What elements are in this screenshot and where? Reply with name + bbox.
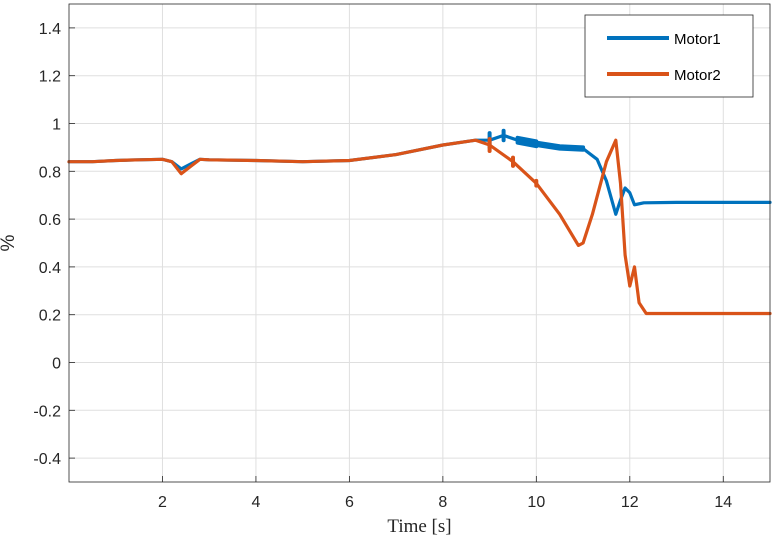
motor1-oscillation-band — [515, 135, 539, 149]
y-tick-label: 0.4 — [39, 260, 61, 277]
x-axis-label: Time [s] — [387, 516, 451, 537]
x-tick-label: 10 — [527, 494, 545, 511]
legend-box — [584, 14, 754, 98]
y-tick-label: 0.6 — [39, 212, 61, 229]
y-tick-label: 1 — [52, 117, 61, 134]
x-tick-label: 6 — [345, 494, 354, 511]
x-tick-label: 2 — [158, 494, 167, 511]
motor1-line — [67, 133, 772, 216]
y-tick-label: 0.8 — [39, 164, 61, 181]
y-tick-label: 0 — [52, 356, 61, 373]
legend-label-motor2: Motor2 — [674, 67, 721, 84]
y-tick-label: 1.4 — [39, 21, 61, 38]
y-axis-label: % — [0, 234, 19, 251]
y-tick-label: 0.2 — [39, 308, 61, 325]
motor1-oscillation-band — [534, 140, 586, 152]
series-layer — [67, 128, 772, 316]
plot-area-border — [68, 3, 771, 483]
x-tick-label: 4 — [251, 494, 260, 511]
y-tick-label: 1.2 — [39, 69, 61, 86]
motor2-line — [67, 138, 772, 316]
x-tick-label: 12 — [621, 494, 639, 511]
y-tick-label: -0.4 — [33, 451, 61, 468]
y-tick-label: -0.2 — [33, 403, 61, 420]
x-axis-ticks: 2 4 6 8 10 12 14 — [158, 476, 732, 511]
x-tick-label: 8 — [438, 494, 447, 511]
y-axis-ticks: -0.4 -0.2 0 0.2 0.4 0.6 0.8 1 1.2 1.4 — [33, 21, 75, 468]
legend: Motor1 Motor2 — [584, 14, 754, 98]
legend-label-motor1: Motor1 — [674, 31, 721, 48]
x-tick-label: 14 — [714, 494, 732, 511]
